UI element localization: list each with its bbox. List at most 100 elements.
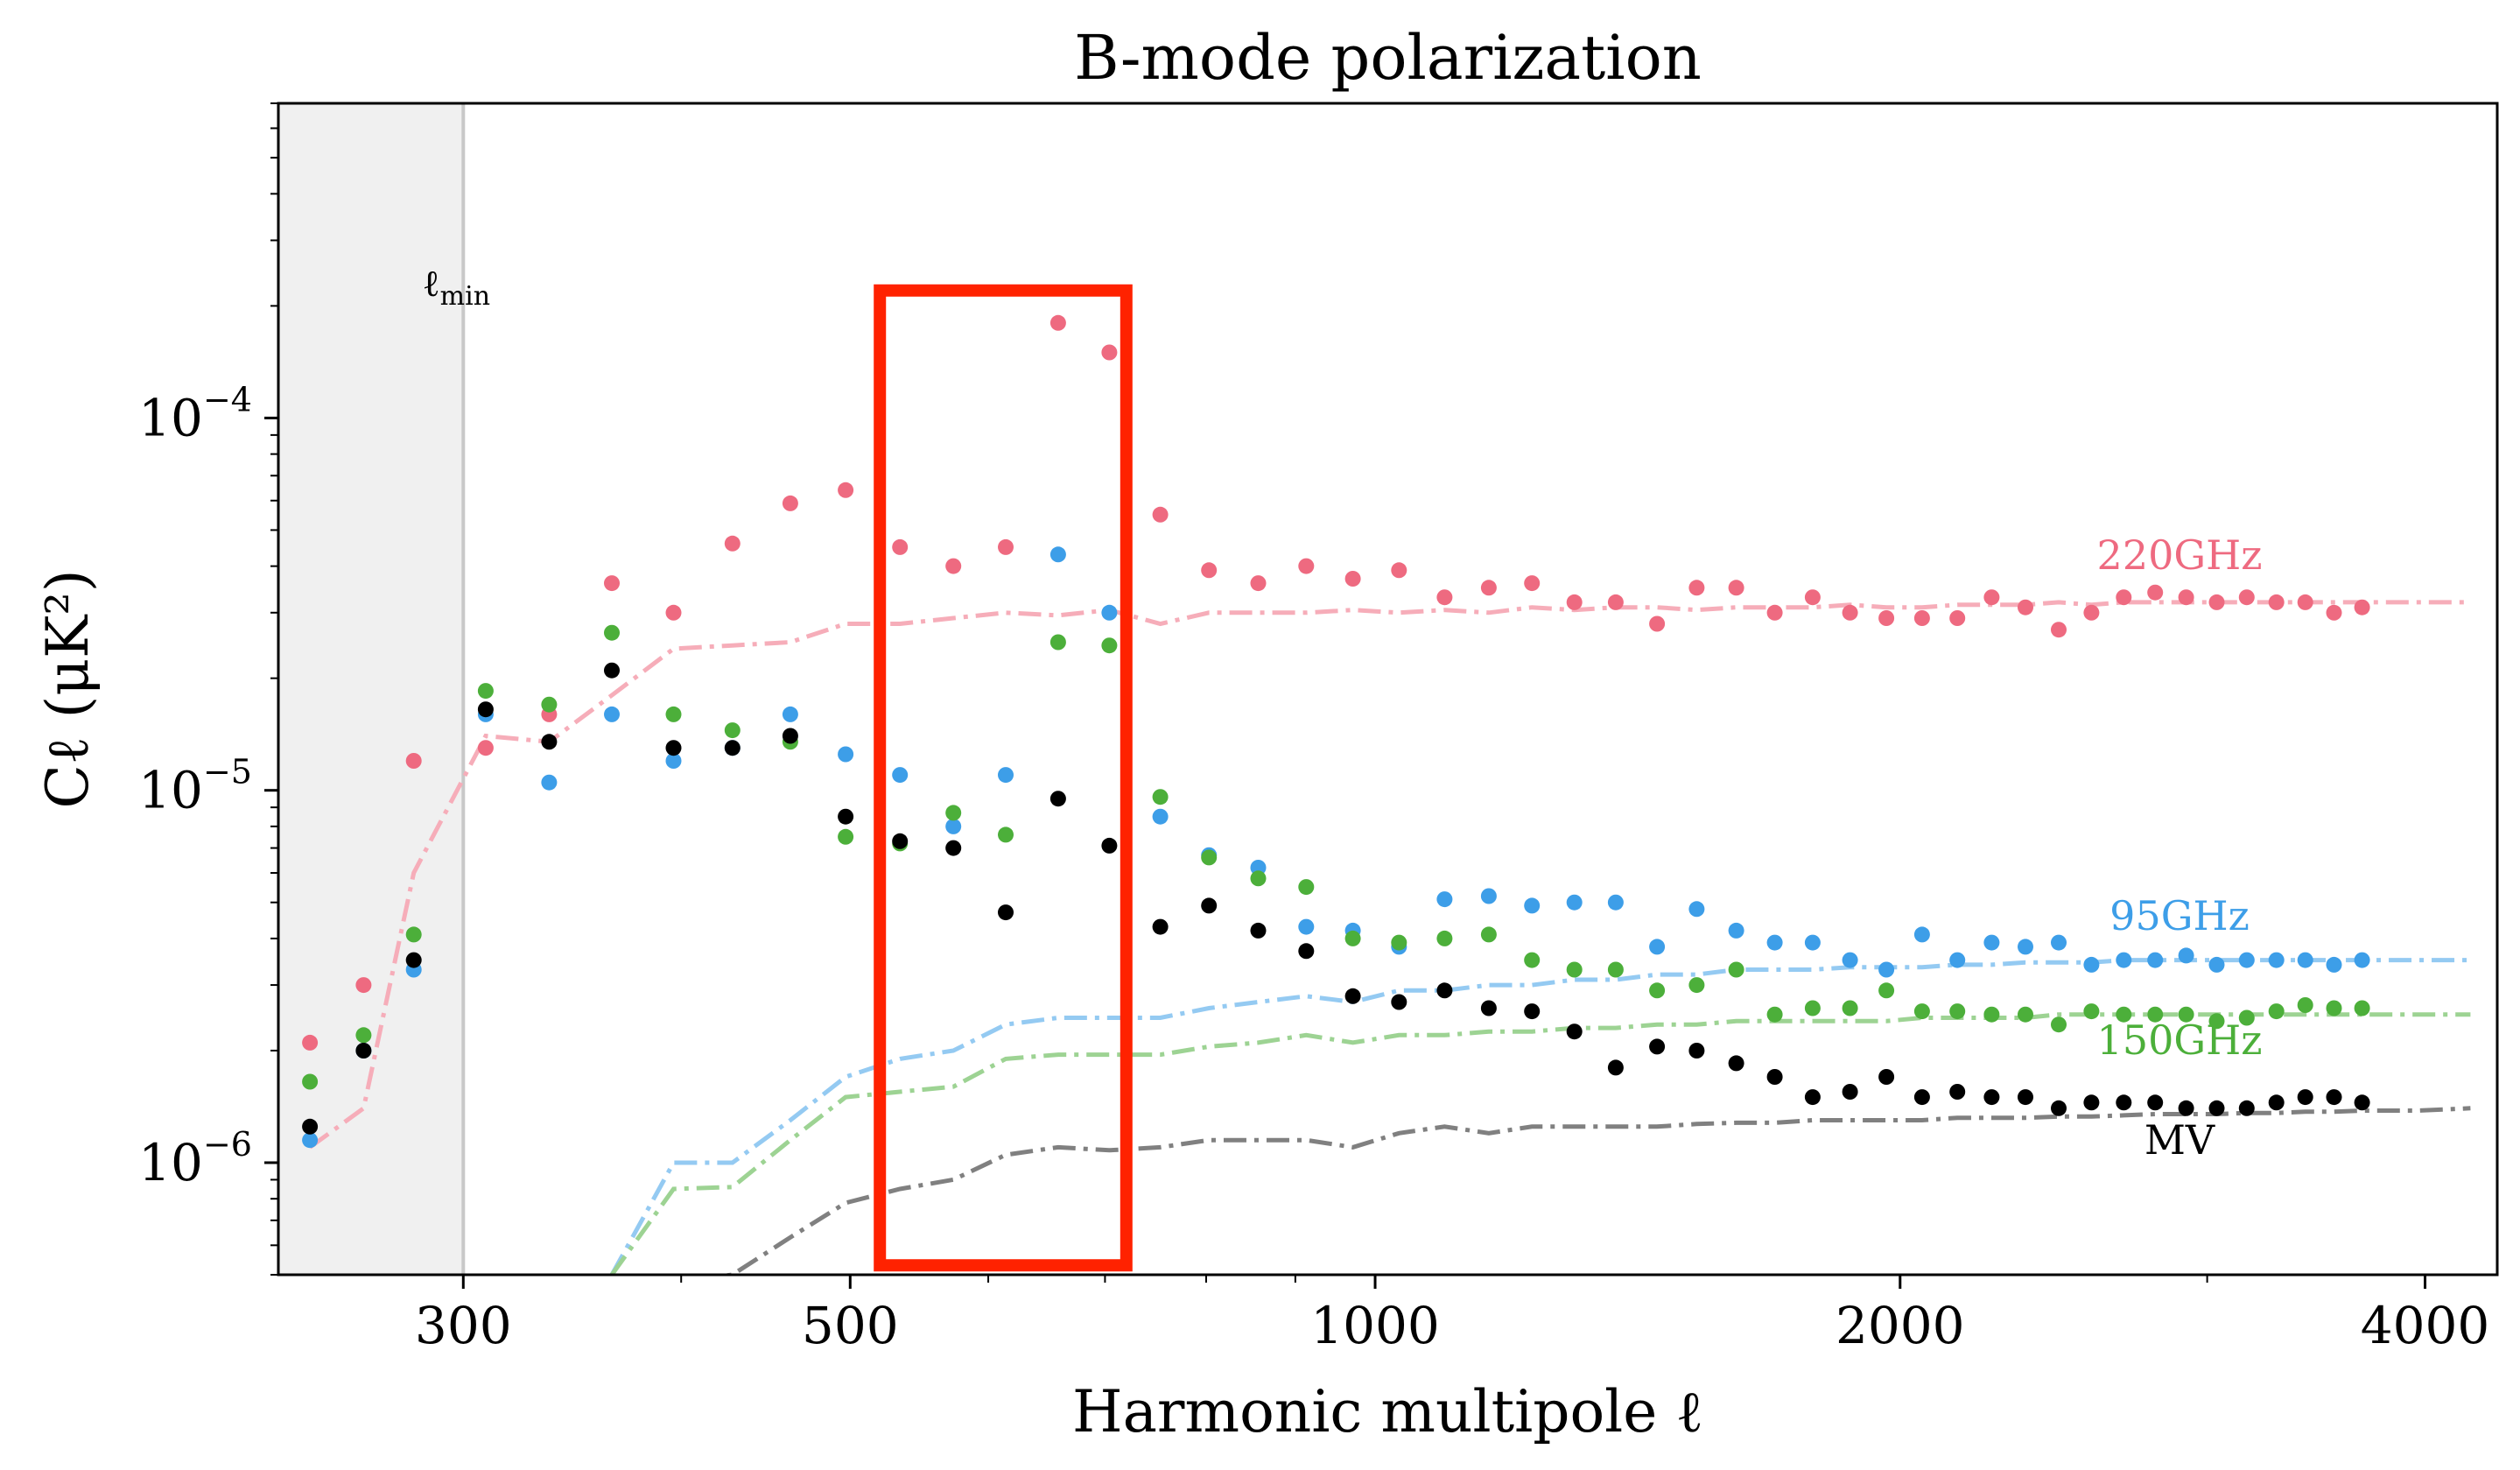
point-220ghz	[1804, 589, 1821, 606]
point-220ghz	[2326, 604, 2342, 621]
point-mv	[838, 808, 854, 825]
point-mv	[1878, 1069, 1895, 1085]
point-95ghz	[1913, 926, 1930, 943]
point-150ghz	[405, 926, 422, 943]
point-95ghz	[2018, 939, 2033, 955]
point-mv	[2268, 1094, 2285, 1111]
point-220ghz	[892, 538, 909, 555]
y-axis-ticks: 10−6 10−5 10−4	[138, 102, 278, 1276]
point-95ghz	[665, 753, 682, 769]
point-mv	[604, 662, 620, 679]
point-mv	[2147, 1094, 2164, 1111]
series-label-mv: MV	[2144, 1116, 2215, 1164]
point-95ghz	[2083, 956, 2100, 973]
point-mv	[1049, 791, 1066, 807]
point-mv	[1804, 1089, 1821, 1106]
point-220ghz	[2083, 604, 2100, 621]
point-mv	[1688, 1043, 1705, 1059]
point-150ghz	[1566, 961, 1583, 978]
point-95ghz	[1949, 952, 1966, 968]
point-95ghz	[2178, 947, 2194, 964]
point-95ghz	[1101, 604, 1118, 621]
point-150ghz	[1804, 1000, 1821, 1016]
point-150ghz	[1101, 637, 1118, 654]
point-mv	[2238, 1100, 2255, 1116]
point-95ghz	[1688, 901, 1705, 918]
point-150ghz	[1298, 879, 1315, 896]
point-220ghz	[477, 740, 494, 756]
point-mv	[665, 740, 682, 756]
point-150ghz	[998, 826, 1014, 843]
point-220ghz	[604, 575, 620, 592]
y-axis-label: Cℓ (μK²)	[34, 569, 102, 808]
point-mv	[1344, 988, 1361, 1004]
point-95ghz	[2051, 934, 2067, 951]
y-tick-label: 10−5	[138, 753, 252, 820]
point-mv	[1842, 1084, 1858, 1100]
point-95ghz	[838, 746, 854, 763]
y-tick-label: 10−4	[138, 380, 252, 447]
point-mv	[1607, 1059, 1624, 1076]
y-tick-label: 10−6	[138, 1125, 252, 1192]
point-95ghz	[892, 767, 909, 784]
point-220ghz	[945, 558, 962, 574]
point-150ghz	[1878, 982, 1895, 999]
point-220ghz	[1766, 604, 1783, 621]
point-mv	[302, 1118, 319, 1135]
point-95ghz	[2116, 952, 2132, 968]
point-150ghz	[302, 1073, 319, 1090]
point-mv	[2326, 1089, 2342, 1106]
point-220ghz	[724, 535, 741, 552]
point-mv	[1524, 1003, 1541, 1020]
point-220ghz	[1101, 344, 1118, 361]
point-150ghz	[1524, 952, 1541, 968]
point-95ghz	[1728, 922, 1744, 939]
point-95ghz	[1878, 961, 1895, 978]
point-95ghz	[1649, 939, 1666, 955]
point-220ghz	[1728, 580, 1744, 596]
point-mv	[1152, 918, 1169, 935]
point-150ghz	[1728, 961, 1744, 978]
point-220ghz	[1566, 594, 1583, 610]
point-95ghz	[1049, 546, 1066, 563]
point-95ghz	[2297, 952, 2313, 968]
point-220ghz	[2018, 599, 2033, 615]
point-mv	[2354, 1094, 2370, 1111]
point-mv	[892, 833, 909, 849]
point-95ghz	[1152, 808, 1169, 825]
x-tick-label: 300	[415, 1296, 512, 1355]
point-220ghz	[1344, 571, 1361, 587]
x-axis-ticks: 300 500 1000 2000 4000	[415, 1275, 2489, 1355]
point-150ghz	[838, 828, 854, 845]
point-220ghz	[1152, 506, 1169, 523]
lmin-label: ℓmin	[423, 262, 491, 312]
point-150ghz	[477, 683, 494, 700]
point-220ghz	[838, 482, 854, 498]
point-150ghz	[1201, 849, 1218, 866]
point-mv	[1649, 1038, 1666, 1055]
point-220ghz	[1298, 558, 1315, 574]
point-mv	[2051, 1100, 2067, 1116]
point-mv	[1391, 994, 1407, 1010]
point-150ghz	[2297, 997, 2313, 1013]
point-mv	[1201, 897, 1218, 914]
point-150ghz	[1436, 930, 1453, 946]
point-150ghz	[1391, 934, 1407, 951]
point-220ghz	[1607, 594, 1624, 610]
plot-frame	[277, 102, 2499, 1277]
chart-title: B-mode polarization	[1074, 22, 1702, 94]
point-220ghz	[1649, 615, 1666, 632]
x-tick-label: 4000	[2361, 1296, 2490, 1355]
point-220ghz	[2208, 594, 2225, 610]
point-mv	[2116, 1094, 2132, 1111]
point-220ghz	[1049, 314, 1066, 331]
point-95ghz	[1766, 934, 1783, 951]
point-220ghz	[998, 538, 1014, 555]
point-220ghz	[2178, 589, 2194, 606]
point-150ghz	[355, 1027, 372, 1044]
point-220ghz	[1913, 610, 1930, 626]
point-220ghz	[2238, 589, 2255, 606]
point-95ghz	[1804, 934, 1821, 951]
point-150ghz	[2238, 1009, 2255, 1026]
